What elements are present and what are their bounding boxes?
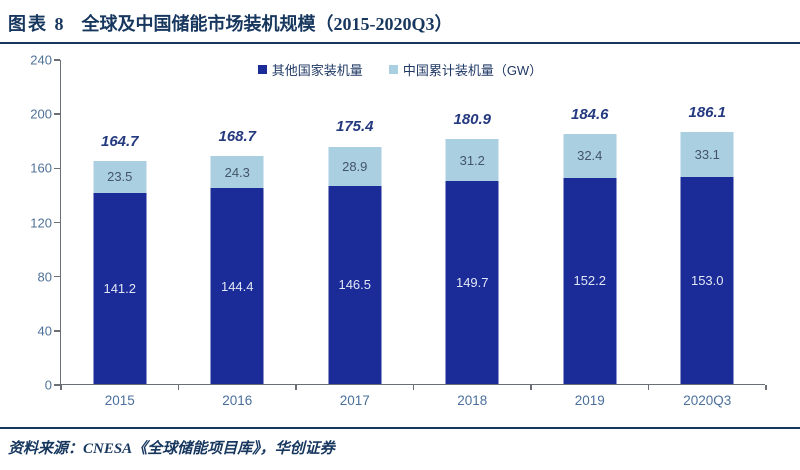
bar-segment-other-countries[interactable]: 146.5 [328,185,382,384]
x-tick-mark [295,385,297,390]
bar-value-label: 32.4 [577,148,603,164]
x-axis-label: 2017 [339,393,370,408]
bar-group-2019: 152.2 32.4 184.6 2019 [531,60,649,408]
x-axis-label: 2018 [457,393,488,408]
bar-segment-china[interactable]: 31.2 [445,139,499,182]
y-tick-label: 120 [30,215,52,230]
bar-value-label: 146.5 [338,277,372,293]
bar-value-label: 153.0 [690,272,724,288]
y-tick-mark [54,113,60,115]
x-axis-label: 2019 [574,393,605,408]
y-tick-mark [54,384,60,386]
x-tick-mark [412,385,415,390]
x-axis-label: 2016 [222,393,253,408]
y-tick-mark [54,221,60,224]
y-tick-label: 0 [44,377,52,393]
bar-group-2018: 149.7 31.2 180.9 2018 [414,60,532,408]
bar-value-label: 152.2 [573,273,607,289]
y-tick-mark [54,59,60,61]
legend-label: 其他国家装机量 [271,63,363,78]
chart-title: 图表 8 全球及中国储能市场装机规模（2015-2020Q3） [0,0,800,44]
bar-segment-china[interactable]: 32.4 [563,134,617,178]
total-label: 186.1 [688,104,727,121]
bar-segment-china[interactable]: 28.9 [328,146,382,186]
bar-group-2017: 146.5 28.9 175.4 2017 [296,60,414,408]
x-tick-mark [647,385,650,390]
bar-value-label: 149.7 [455,275,489,291]
legend-item-0[interactable]: 其他国家装机量 [257,60,363,79]
bar-value-label: 141.2 [103,280,137,296]
legend-item-1[interactable]: 中国累计装机量（GW） [388,60,543,79]
bar-segment-other-countries[interactable]: 152.2 [563,177,617,384]
y-tick-label: 160 [30,160,52,176]
figure-title-text: 全球及中国储能市场装机规模（2015-2020Q3） [81,14,453,34]
bar-group-2016: 144.4 24.3 168.7 2016 [179,60,297,408]
bar-segment-other-countries[interactable]: 153.0 [680,176,734,384]
legend-label: 中国累计装机量（GW） [402,63,543,78]
x-tick-mark [765,385,767,390]
x-tick-mark [60,385,62,390]
chart-legend: 其他国家装机量 中国累计装机量（GW） [0,60,800,79]
x-axis-label: 2015 [104,393,135,408]
bar-segment-china[interactable]: 33.1 [680,132,734,177]
plot-area: 141.2 23.5 164.7 2015 144.4 24.3 168.7 2016 146.… [60,60,767,408]
bar-group-2015: 141.2 23.5 164.7 2015 [61,60,179,408]
bar-value-label: 28.9 [342,158,368,174]
total-label: 168.7 [218,127,257,145]
source-text: 资料来源：CNESA《全球储能项目库》，华创证券 [8,441,335,457]
y-tick-label: 200 [30,106,52,122]
legend-swatch-icon [388,65,398,74]
legend-swatch-icon [257,65,267,74]
bar-group-2020Q3: 153.0 33.1 186.1 2020Q3 [649,60,767,408]
bar-segment-other-countries[interactable]: 141.2 [93,192,147,384]
bar-value-label: 144.4 [220,278,254,294]
figure-label: 图表 8 [8,14,66,34]
x-axis-label: 2020Q3 [683,393,732,408]
x-tick-mark [530,385,532,390]
bar-segment-china[interactable]: 24.3 [210,155,264,189]
y-tick-label: 80 [37,269,52,285]
total-label: 180.9 [453,111,492,129]
y-tick-mark [54,167,60,170]
bar-segment-other-countries[interactable]: 149.7 [445,181,499,384]
y-tick-label: 240 [30,52,52,68]
bar-chart: 其他国家装机量 中国累计装机量（GW） 0 40 80 120 160 200 240 141… [0,44,800,416]
bar-value-label: 24.3 [224,164,250,180]
total-label: 164.7 [100,132,139,150]
total-label: 184.6 [570,106,609,124]
y-tick-mark [54,275,60,278]
bar-value-label: 23.5 [107,169,133,185]
bar-value-label: 33.1 [694,146,720,162]
bar-segment-other-countries[interactable]: 144.4 [210,188,264,384]
source-footer: 资料来源：CNESA《全球储能项目库》，华创证券 [0,427,800,458]
bar-value-label: 31.2 [459,152,485,168]
report-header: 图表 8 全球及中国储能市场装机规模（2015-2020Q3） [0,0,800,44]
x-tick-mark [177,385,180,390]
y-tick-mark [54,330,60,332]
total-label: 175.4 [335,118,374,136]
bar-segment-china[interactable]: 23.5 [93,160,147,193]
y-tick-label: 40 [37,323,52,339]
